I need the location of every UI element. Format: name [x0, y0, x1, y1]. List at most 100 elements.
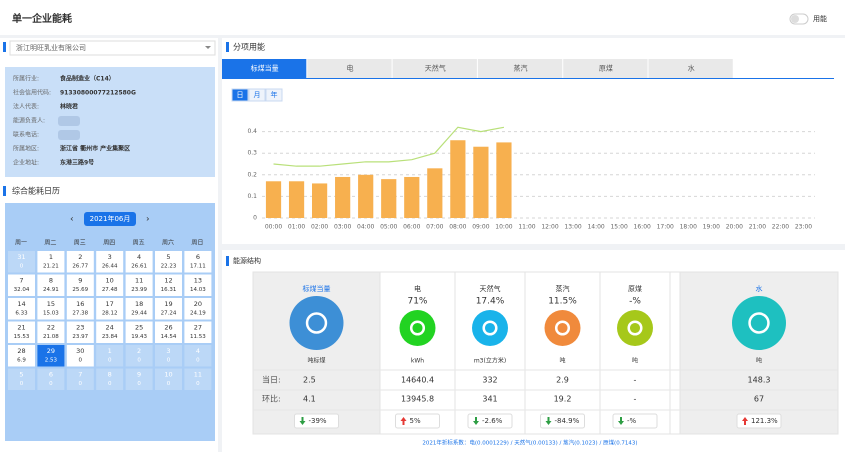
- day-cell[interactable]: [184, 368, 212, 391]
- day-cell[interactable]: [155, 345, 182, 367]
- day-cell[interactable]: [96, 298, 124, 320]
- day-cell[interactable]: [125, 368, 153, 391]
- day-cell[interactable]: [37, 321, 65, 344]
- day-value: 17.11: [190, 264, 206, 270]
- day-cell[interactable]: [37, 274, 65, 297]
- day-cell[interactable]: [37, 251, 65, 273]
- day-cell[interactable]: [96, 368, 124, 391]
- day-value: 32.04: [14, 287, 30, 293]
- period-label: 月: [254, 91, 261, 99]
- tab[interactable]: [307, 59, 392, 78]
- day-cell[interactable]: [96, 274, 124, 297]
- x-tick-label: 10:00: [495, 224, 512, 231]
- card-name: 水: [756, 284, 763, 293]
- card-name: 标煤当量: [303, 284, 331, 293]
- day-value: 6.9: [17, 358, 26, 364]
- day-cell[interactable]: [37, 368, 65, 391]
- day-cell[interactable]: [184, 345, 212, 367]
- period-button[interactable]: [231, 88, 249, 102]
- day-cell[interactable]: [96, 321, 124, 344]
- day-cell[interactable]: [125, 345, 153, 367]
- day-number: 28: [17, 347, 25, 355]
- day-cell[interactable]: [8, 321, 35, 344]
- bar: [288, 181, 305, 218]
- bar: [496, 142, 512, 218]
- x-tick-label: 08:00: [449, 224, 466, 231]
- icon-glyph: [305, 312, 328, 334]
- day-cell[interactable]: [155, 298, 182, 320]
- weekday: 周一: [15, 240, 27, 247]
- tab[interactable]: [392, 59, 477, 78]
- day-cell[interactable]: [66, 274, 94, 297]
- day-number: 20: [194, 300, 202, 308]
- structure-title: 能源结构: [233, 256, 261, 265]
- card-share: 17.4%: [476, 297, 505, 307]
- day-cell[interactable]: [96, 251, 124, 273]
- today-value: 148.3: [748, 376, 771, 385]
- y-tick-label: 0.1: [247, 193, 257, 200]
- day-value: 0: [196, 358, 200, 364]
- day-cell[interactable]: [155, 368, 182, 391]
- day-cell[interactable]: [66, 368, 94, 391]
- day-value: 24.19: [190, 311, 206, 317]
- card-unit: 吨: [756, 357, 762, 365]
- day-cell[interactable]: [184, 298, 212, 320]
- day-value: 21.08: [43, 334, 59, 340]
- day-cell[interactable]: [37, 298, 65, 320]
- day-cell[interactable]: [66, 298, 94, 320]
- x-tick-label: 17:00: [657, 224, 674, 231]
- x-tick-label: 23:00: [795, 224, 812, 231]
- tab[interactable]: [563, 59, 648, 78]
- day-cell[interactable]: [184, 251, 212, 273]
- day-cell[interactable]: [8, 274, 35, 297]
- period-button[interactable]: [265, 88, 283, 102]
- day-number: 2: [78, 253, 82, 261]
- day-cell[interactable]: [8, 368, 35, 391]
- day-cell[interactable]: [66, 251, 94, 273]
- card-name: 原煤: [628, 284, 642, 293]
- x-tick-label: 22:00: [772, 224, 789, 231]
- previous-value: 19.2: [554, 395, 572, 404]
- info-panel: [5, 67, 215, 177]
- day-cell[interactable]: [37, 345, 65, 367]
- day-cell[interactable]: [96, 345, 124, 367]
- info-label: 所属行业:: [13, 75, 39, 83]
- row-label: 环比:: [262, 394, 281, 404]
- info-label: 联系电话:: [13, 131, 39, 139]
- tab[interactable]: [648, 59, 733, 78]
- weekday: 周日: [191, 240, 203, 247]
- day-number: 7: [19, 277, 23, 285]
- trend-arrow: [618, 417, 624, 425]
- energy-icon: [732, 296, 786, 350]
- day-cell[interactable]: [125, 298, 153, 320]
- tab-label: 天然气: [425, 64, 446, 73]
- day-number: 31: [17, 253, 25, 261]
- day-cell[interactable]: [125, 321, 153, 344]
- day-cell[interactable]: [155, 251, 182, 273]
- today-value: -: [634, 376, 637, 385]
- day-number: 4: [137, 253, 141, 261]
- prev-month[interactable]: ‹: [70, 215, 74, 225]
- day-cell[interactable]: [8, 298, 35, 320]
- day-cell[interactable]: [155, 321, 182, 344]
- info-value: 林晓君: [60, 103, 78, 111]
- day-cell[interactable]: [125, 251, 153, 273]
- day-cell[interactable]: [155, 274, 182, 297]
- company-select[interactable]: [9, 40, 216, 56]
- tab[interactable]: [477, 59, 563, 78]
- day-cell[interactable]: [8, 251, 35, 273]
- day-cell[interactable]: [125, 274, 153, 297]
- day-cell[interactable]: [184, 274, 212, 297]
- next-month[interactable]: ›: [146, 215, 150, 225]
- card: [524, 271, 601, 435]
- day-cell[interactable]: [66, 321, 94, 344]
- day-cell[interactable]: [8, 345, 35, 367]
- tab[interactable]: [222, 59, 307, 78]
- day-cell[interactable]: [184, 321, 212, 344]
- day-cell[interactable]: [66, 345, 94, 367]
- accent: [3, 42, 6, 52]
- period-button[interactable]: [248, 88, 266, 102]
- previous-value: -: [634, 395, 637, 404]
- day-number: 10: [164, 371, 172, 379]
